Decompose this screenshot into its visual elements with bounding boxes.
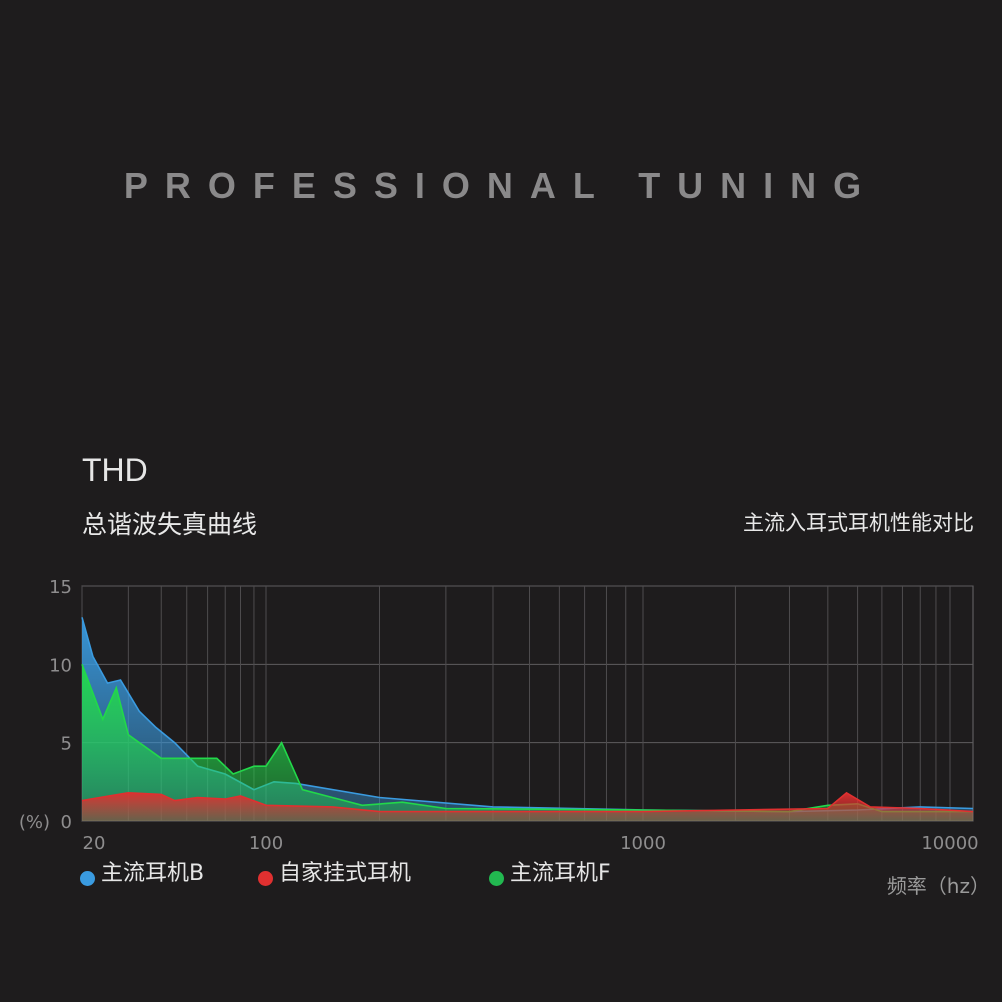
legend-label: 主流耳机F: [510, 861, 611, 886]
chart-annotation: 主流入耳式耳机性能对比: [743, 511, 974, 535]
x-tick-label: 100: [249, 833, 283, 854]
legend-item-f: 主流耳机F: [489, 855, 611, 887]
chart-title: THD: [82, 452, 148, 488]
y-tick-label: 0: [61, 812, 72, 833]
x-tick-label: 20: [83, 833, 106, 854]
y-tick-label: 15: [49, 577, 72, 598]
series-area: [82, 792, 973, 821]
legend-label: 主流耳机B: [101, 861, 205, 886]
series-line: [81, 791, 974, 813]
hero-title: PROFESSIONAL TUNING: [123, 165, 879, 206]
chart-subtitle: 总谐波失真曲线: [82, 510, 258, 539]
y-tick-label: 5: [61, 734, 72, 755]
legend-item-own: 自家挂式耳机: [258, 855, 411, 887]
y-tick-label: 10: [49, 655, 72, 676]
x-axis-label: 频率（hz）: [886, 874, 990, 898]
legend-label: 自家挂式耳机: [279, 861, 412, 886]
legend-item-b: 主流耳机B: [80, 855, 204, 887]
x-tick-label: 10000: [921, 833, 978, 854]
legend-dot-icon: [80, 870, 95, 886]
legend-dot-icon: [489, 870, 504, 886]
x-tick-label: 1000: [620, 833, 666, 854]
legend-dot-icon: [258, 870, 273, 886]
y-axis-label: (%): [19, 812, 50, 833]
